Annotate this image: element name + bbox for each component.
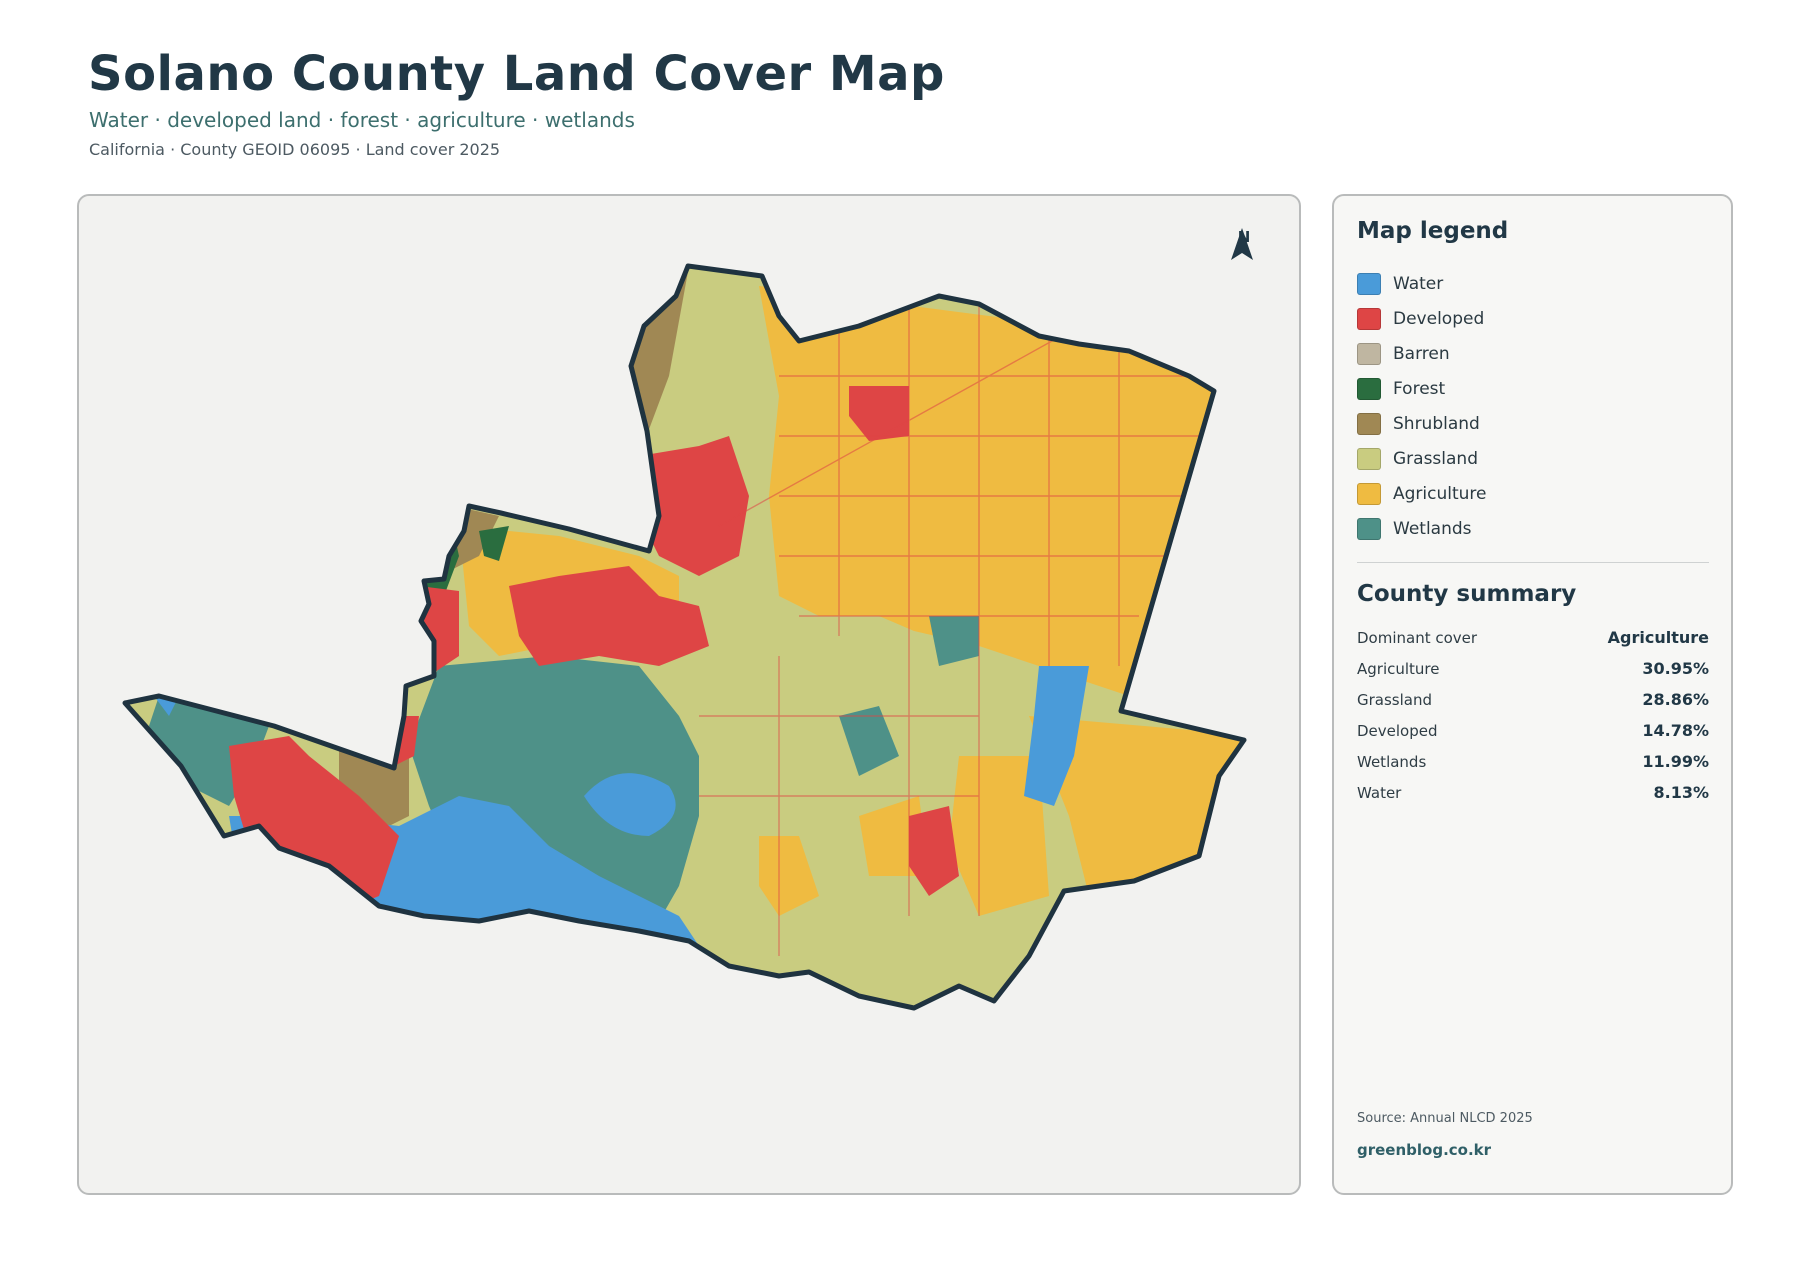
summary-value: 11.99% bbox=[1642, 752, 1709, 771]
legend-label: Forest bbox=[1393, 378, 1446, 399]
summary-key: Developed bbox=[1357, 721, 1438, 740]
legend-item-grassland: Grassland bbox=[1357, 441, 1487, 476]
summary-row: Agriculture 30.95% bbox=[1357, 653, 1709, 684]
summary-key: Wetlands bbox=[1357, 752, 1427, 771]
north-arrow-icon bbox=[1231, 228, 1253, 260]
page-subtitle: Water · developed land · forest · agricu… bbox=[89, 108, 635, 132]
legend-swatch-grassland bbox=[1357, 447, 1381, 470]
legend-item-forest: Forest bbox=[1357, 371, 1487, 406]
legend-item-developed: Developed bbox=[1357, 301, 1487, 336]
north-arrow: N bbox=[1229, 226, 1259, 260]
divider bbox=[1357, 562, 1709, 563]
summary-key: Water bbox=[1357, 783, 1402, 802]
legend-item-barren: Barren bbox=[1357, 336, 1487, 371]
summary-value: 14.78% bbox=[1642, 721, 1709, 740]
legend-item-wetlands: Wetlands bbox=[1357, 511, 1487, 546]
legend-list: Water Developed Barren Forest Shrubland … bbox=[1357, 266, 1487, 546]
summary-row: Developed 14.78% bbox=[1357, 715, 1709, 746]
summary-row: Wetlands 11.99% bbox=[1357, 746, 1709, 777]
legend-swatch-forest bbox=[1357, 377, 1381, 400]
legend-item-agriculture: Agriculture bbox=[1357, 476, 1487, 511]
legend-label: Developed bbox=[1393, 308, 1485, 329]
summary-value: 28.86% bbox=[1642, 690, 1709, 709]
source-note: Source: Annual NLCD 2025 bbox=[1357, 1111, 1533, 1126]
summary-value: 8.13% bbox=[1653, 783, 1709, 802]
summary-key: Grassland bbox=[1357, 690, 1432, 709]
summary-row: Dominant cover Agriculture bbox=[1357, 622, 1709, 653]
legend-label: Grassland bbox=[1393, 448, 1478, 469]
legend-label: Shrubland bbox=[1393, 413, 1480, 434]
page-meta: California · County GEOID 06095 · Land c… bbox=[89, 140, 501, 159]
legend-label: Water bbox=[1393, 273, 1444, 294]
summary-value: Agriculture bbox=[1607, 628, 1709, 647]
map-panel[interactable]: N bbox=[77, 194, 1301, 1195]
legend-swatch-shrubland bbox=[1357, 412, 1381, 435]
brand-link[interactable]: greenblog.co.kr bbox=[1357, 1141, 1492, 1159]
summary-value: 30.95% bbox=[1642, 659, 1709, 678]
legend-label: Agriculture bbox=[1393, 483, 1487, 504]
page-title: Solano County Land Cover Map bbox=[88, 46, 945, 102]
legend-swatch-agriculture bbox=[1357, 482, 1381, 505]
legend-swatch-barren bbox=[1357, 342, 1381, 365]
legend-label: Wetlands bbox=[1393, 518, 1472, 539]
side-panel: Map legend Water Developed Barren Forest… bbox=[1332, 194, 1733, 1195]
summary-title: County summary bbox=[1357, 581, 1577, 607]
summary-row: Grassland 28.86% bbox=[1357, 684, 1709, 715]
legend-swatch-developed bbox=[1357, 307, 1381, 330]
legend-swatch-wetlands bbox=[1357, 517, 1381, 540]
legend-swatch-water bbox=[1357, 272, 1381, 295]
legend-label: Barren bbox=[1393, 343, 1450, 364]
summary-table: Dominant cover Agriculture Agriculture 3… bbox=[1357, 622, 1709, 808]
county-map[interactable] bbox=[79, 196, 1301, 1195]
legend-title: Map legend bbox=[1357, 218, 1509, 244]
summary-row: Water 8.13% bbox=[1357, 777, 1709, 808]
legend-item-water: Water bbox=[1357, 266, 1487, 301]
summary-key: Agriculture bbox=[1357, 659, 1440, 678]
summary-key: Dominant cover bbox=[1357, 628, 1478, 647]
legend-item-shrubland: Shrubland bbox=[1357, 406, 1487, 441]
